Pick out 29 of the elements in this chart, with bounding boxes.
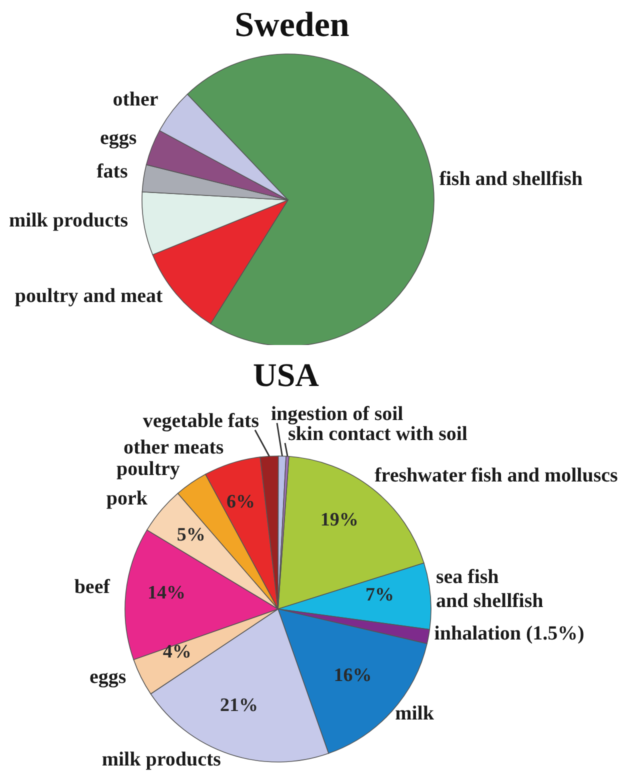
slice-label: milk <box>395 702 435 725</box>
slice-label: poultry and meat <box>14 284 164 307</box>
slice-label: freshwater fish and molluscs <box>374 464 618 486</box>
slice-label: other meats <box>124 436 224 459</box>
data-label: 6% <box>226 491 256 512</box>
chart-title: Sweden <box>234 5 350 44</box>
slice-label: other <box>112 88 158 111</box>
slice-label: pork <box>106 487 148 510</box>
data-label: 7% <box>365 584 394 606</box>
data-label: 16% <box>334 665 372 686</box>
slice-label: milk products <box>102 748 222 771</box>
data-label: 14% <box>147 582 186 604</box>
slice-label: ingestion of soil <box>271 403 404 425</box>
slice-label: poultry <box>116 458 180 480</box>
slice-label: skin contact with soil <box>288 423 468 445</box>
data-label: 4% <box>162 641 192 662</box>
slice-label: inhalation (1.5%) <box>434 622 584 645</box>
slice-label: fish and shellfish <box>439 168 583 190</box>
data-label: 19% <box>320 509 358 530</box>
slice-label: sea fish and shellfish <box>436 566 544 612</box>
slice-label: milk products <box>9 210 128 232</box>
slice-label: eggs <box>90 666 126 688</box>
data-label: 21% <box>220 695 258 716</box>
slice-label: fats <box>96 160 128 183</box>
slice-label: beef <box>74 576 110 598</box>
slice-label: vegetable fats <box>142 410 260 432</box>
chart-title: USA <box>252 358 320 394</box>
slice-label: eggs <box>100 127 137 150</box>
data-label: 5% <box>176 524 206 546</box>
